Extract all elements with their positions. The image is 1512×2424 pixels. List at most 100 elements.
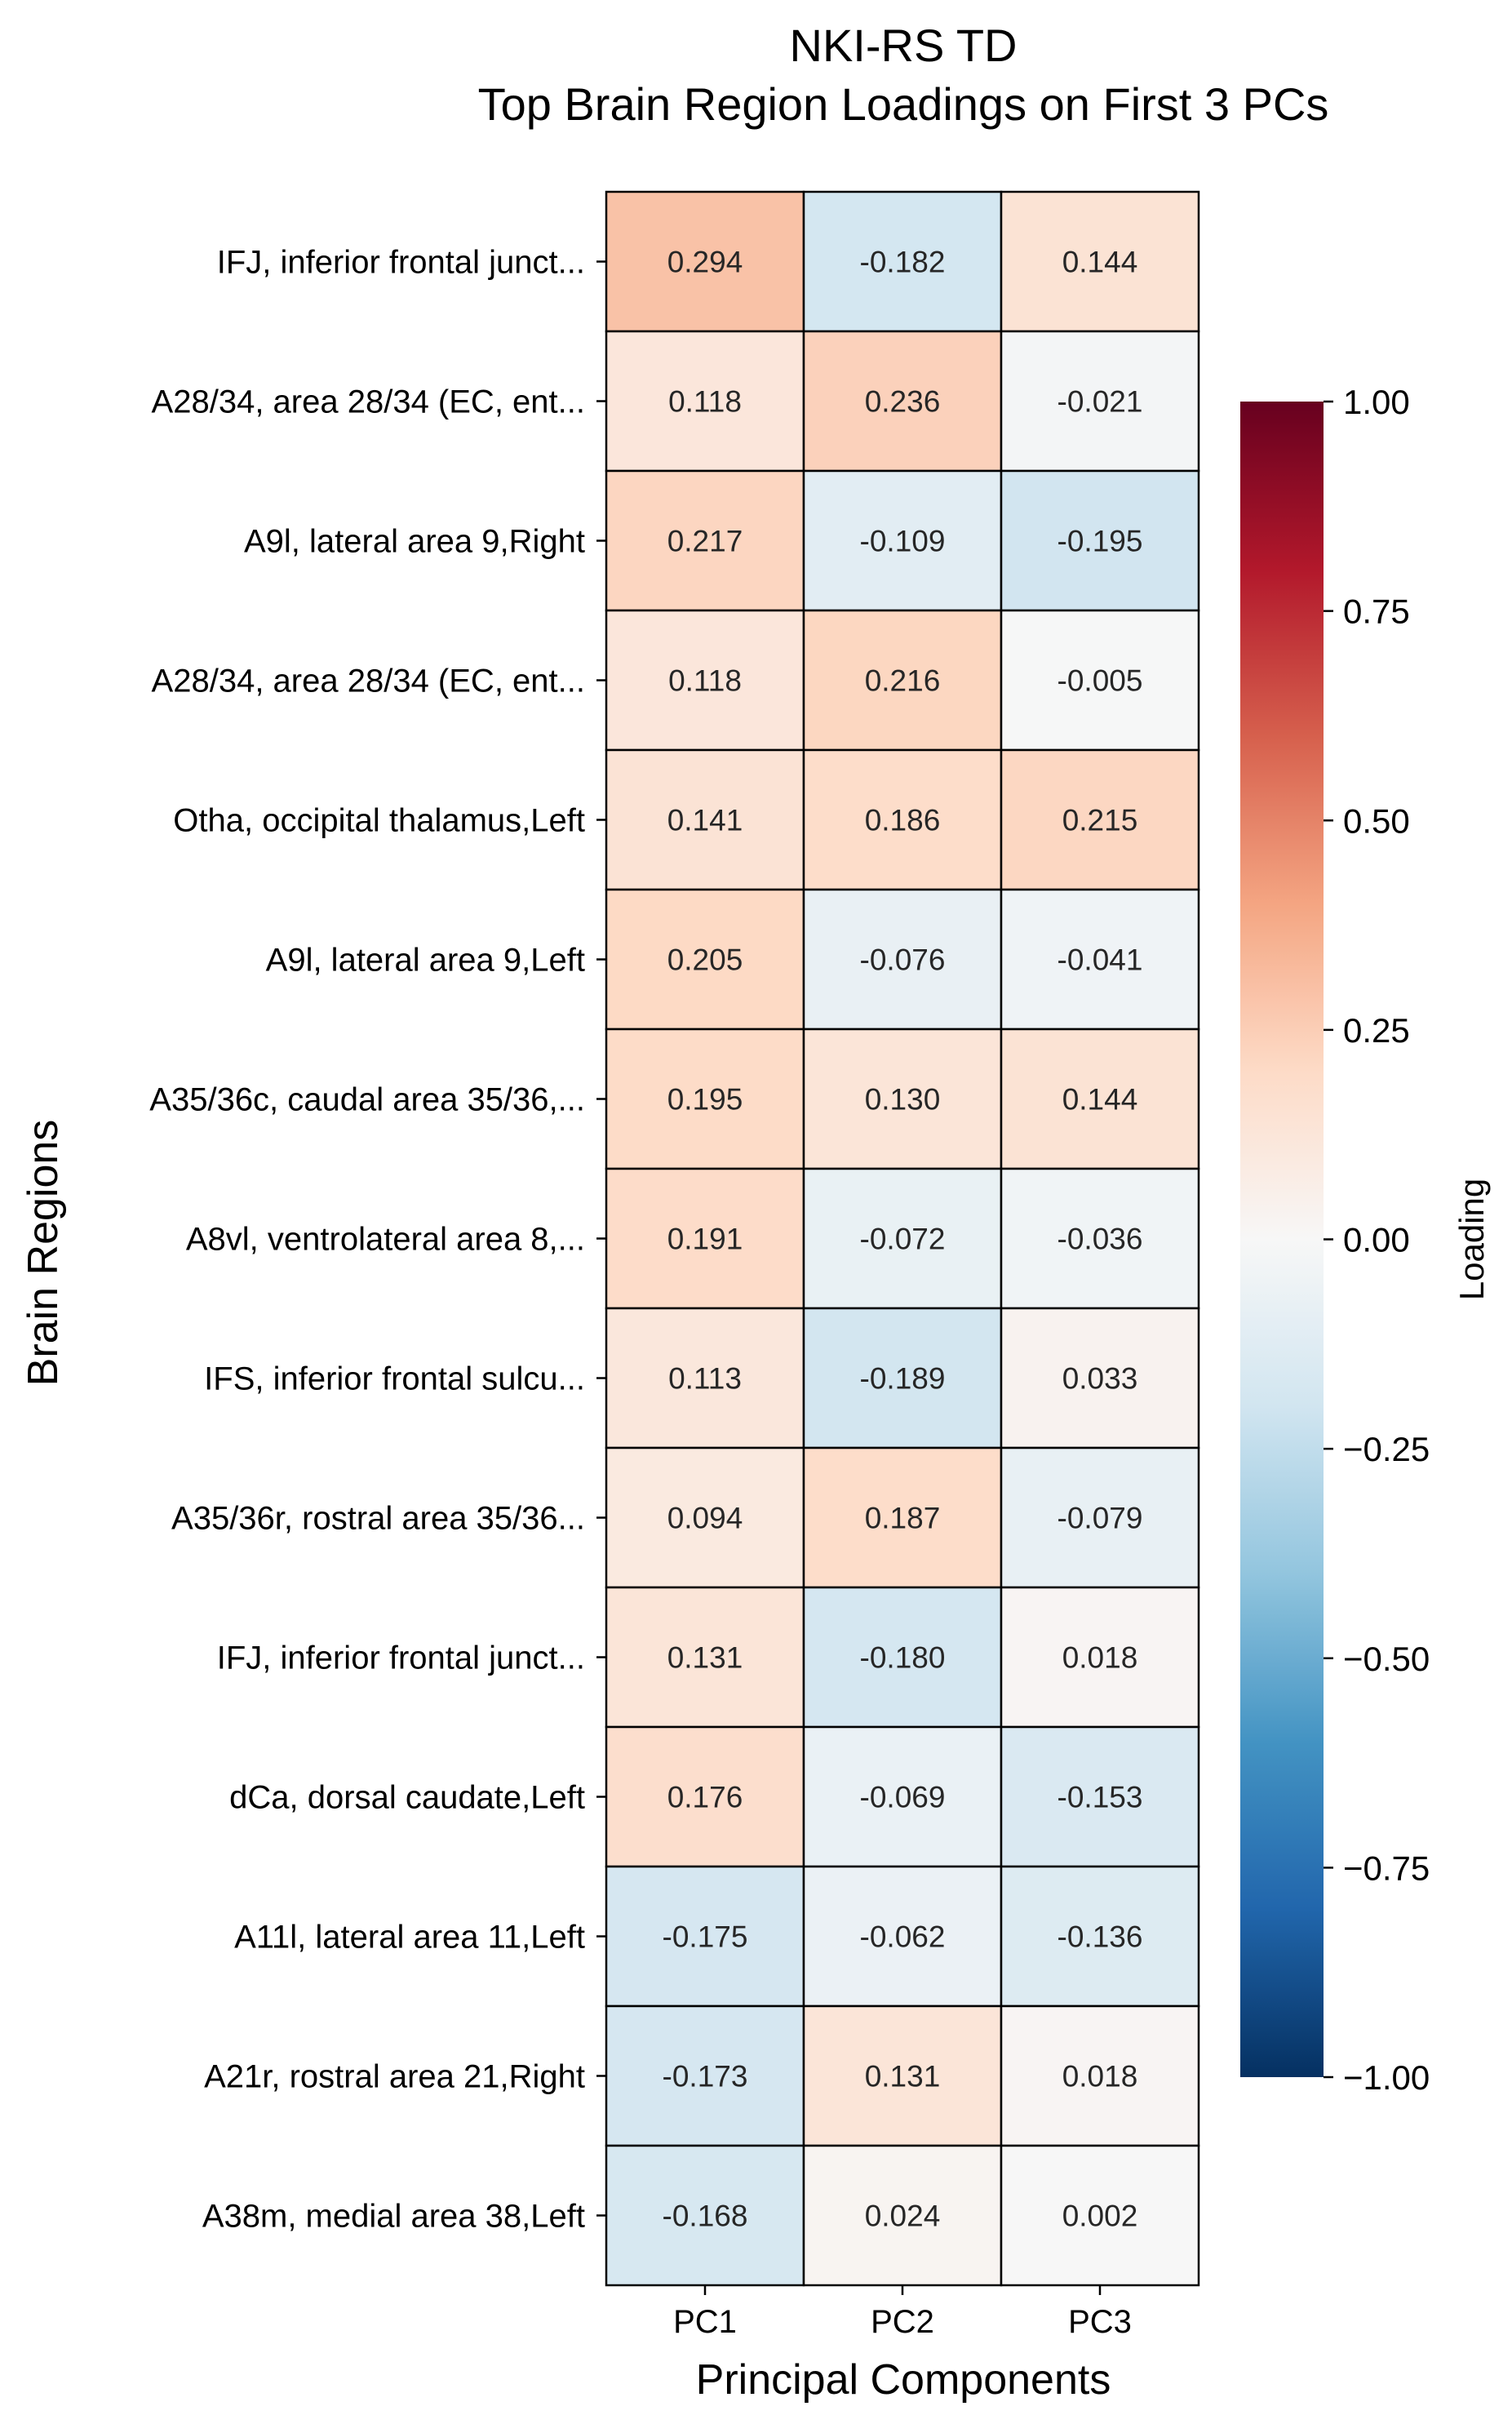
heatmap-cell xyxy=(1000,2004,1200,2147)
heatmap-cell xyxy=(605,748,805,891)
cell-value-label: -0.021 xyxy=(1058,385,1143,419)
heatmap-cell xyxy=(802,1865,1003,2008)
colorbar-label: Loading xyxy=(1452,1179,1491,1300)
row-tick-label: IFJ, inferior frontal junct... xyxy=(217,1640,585,1676)
column-tick-label: PC2 xyxy=(871,2304,934,2340)
cell-value-label: 0.294 xyxy=(667,246,743,279)
heatmap-cell xyxy=(802,1028,1003,1170)
row-tick-labels: IFJ, inferior frontal junct... A28/34, ar… xyxy=(149,245,606,2235)
heatmap-cell xyxy=(605,609,805,752)
cell-value-label: 0.094 xyxy=(667,1502,743,1535)
cell-value-label: 0.176 xyxy=(667,1781,743,1814)
cell-value-label: -0.175 xyxy=(663,1920,748,1954)
heatmap-cell xyxy=(1000,748,1200,891)
cell-value-label: 0.191 xyxy=(667,1223,743,1256)
cell-value-label: 0.131 xyxy=(667,1641,743,1675)
heatmap-cell xyxy=(1000,888,1200,1031)
chart-title: NKI-RS TD Top Brain Region Loadings on Fi… xyxy=(478,20,1329,130)
heatmap-cell xyxy=(1000,609,1200,752)
cell-value-label: -0.109 xyxy=(860,525,946,558)
heatmap-cell xyxy=(605,1586,805,1729)
heatmap-cell xyxy=(605,2004,805,2147)
cell-value-label: -0.182 xyxy=(860,246,946,279)
heatmap-cells: 0.294 -0.182 0.144 0.118 0.236 -0.021 0.217 -0.… xyxy=(605,190,1200,2287)
cell-value-label: 0.118 xyxy=(668,664,742,698)
heatmap-cell xyxy=(802,469,1003,612)
cell-value-label: 0.141 xyxy=(667,804,743,837)
heatmap-cell xyxy=(1000,1167,1200,1310)
heatmap-cell xyxy=(802,330,1003,473)
row-tick-label: IFS, inferior frontal sulcu... xyxy=(204,1361,585,1397)
cell-value-label: -0.062 xyxy=(860,1920,946,1954)
cell-value-label: 0.113 xyxy=(668,1362,742,1396)
cell-value-label: 0.130 xyxy=(865,1083,941,1117)
row-tick-label: dCa, dorsal caudate,Left xyxy=(229,1780,585,1816)
cell-value-label: 0.217 xyxy=(667,525,743,558)
row-tick-label: A11l, lateral area 11,Left xyxy=(234,1920,585,1956)
cell-value-label: 0.215 xyxy=(1062,804,1138,837)
row-tick-label: A28/34, area 28/34 (EC, ent... xyxy=(152,664,585,699)
heatmap-cell xyxy=(1000,2144,1200,2287)
row-tick-label: A35/36c, caudal area 35/36,... xyxy=(149,1082,585,1118)
y-axis-label: Brain Regions xyxy=(20,1120,67,1387)
column-tick-labels: PC1 PC2 PC3 xyxy=(673,2285,1132,2340)
heatmap-cell xyxy=(802,190,1003,333)
cell-value-label: 0.144 xyxy=(1062,1083,1138,1117)
cell-value-label: 0.018 xyxy=(1062,1641,1138,1675)
heatmap-cell xyxy=(802,1725,1003,1868)
heatmap-cell xyxy=(605,190,805,333)
cell-value-label: 0.216 xyxy=(865,664,941,698)
colorbar-tick-label: 0.25 xyxy=(1343,1011,1410,1050)
cell-value-label: -0.005 xyxy=(1058,664,1143,698)
heatmap-cell xyxy=(605,1446,805,1589)
colorbar-tick-label: 0.50 xyxy=(1343,801,1410,840)
cell-value-label: -0.195 xyxy=(1058,525,1143,558)
heatmap-cell xyxy=(1000,1446,1200,1589)
heatmap-cell xyxy=(605,1865,805,2008)
row-tick-label: A38m, medial area 38,Left xyxy=(202,2199,585,2235)
colorbar-tick-label: −0.50 xyxy=(1343,1640,1430,1678)
cell-value-label: -0.153 xyxy=(1058,1781,1143,1814)
colorbar-tick-label: −0.75 xyxy=(1343,1849,1430,1887)
cell-value-label: -0.036 xyxy=(1058,1223,1143,1256)
colorbar-tick-label: −0.25 xyxy=(1343,1430,1430,1468)
cell-value-label: -0.180 xyxy=(860,1641,946,1675)
heatmap-cell xyxy=(1000,190,1200,333)
heatmap-cell xyxy=(1000,1307,1200,1450)
cell-value-label: 0.236 xyxy=(865,385,941,419)
cell-value-label: 0.118 xyxy=(668,385,742,419)
cell-value-label: -0.168 xyxy=(663,2200,748,2233)
heatmap-cell xyxy=(605,330,805,473)
colorbar-tick-label: 1.00 xyxy=(1343,383,1410,421)
cell-value-label: -0.173 xyxy=(663,2060,748,2093)
colorbar: 1.00 0.75 0.50 0.25 0.00 −0.25 −0.50 −0.75 −1.00… xyxy=(1240,383,1491,2097)
column-tick-label: PC1 xyxy=(673,2304,737,2340)
colorbar-tick-label: 0.00 xyxy=(1343,1221,1410,1259)
row-tick-label: A8vl, ventrolateral area 8,... xyxy=(186,1222,585,1258)
heatmap-cell xyxy=(802,748,1003,891)
cell-value-label: 0.131 xyxy=(865,2060,941,2093)
cell-value-label: 0.195 xyxy=(667,1083,743,1117)
row-tick-label: A35/36r, rostral area 35/36... xyxy=(171,1501,585,1537)
heatmap-cell xyxy=(1000,1865,1200,2008)
cell-value-label: -0.072 xyxy=(860,1223,946,1256)
cell-value-label: 0.186 xyxy=(865,804,941,837)
heatmap-cell xyxy=(1000,1028,1200,1170)
colorbar-tick-label: 0.75 xyxy=(1343,593,1410,631)
column-tick-label: PC3 xyxy=(1068,2304,1132,2340)
cell-value-label: 0.002 xyxy=(1062,2200,1138,2233)
row-tick-label: Otha, occipital thalamus,Left xyxy=(173,803,585,839)
cell-value-label: -0.069 xyxy=(860,1781,946,1814)
colorbar-gradient xyxy=(1240,402,1324,2077)
heatmap-cell xyxy=(605,1167,805,1310)
heatmap-cell xyxy=(1000,330,1200,473)
row-tick-label: A9l, lateral area 9,Left xyxy=(266,943,585,979)
cell-value-label: -0.076 xyxy=(860,943,946,977)
title-line: NKI-RS TD xyxy=(790,20,1018,71)
cell-value-label: 0.024 xyxy=(865,2200,941,2233)
cell-value-label: 0.033 xyxy=(1062,1362,1138,1396)
cell-value-label: 0.018 xyxy=(1062,2060,1138,2093)
colorbar-tick-label: −1.00 xyxy=(1343,2058,1430,2097)
